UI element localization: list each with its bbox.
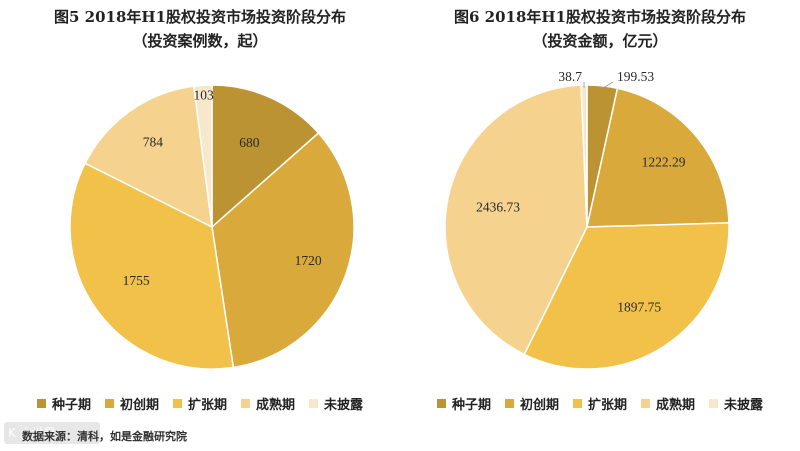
watermark-logo: K 大世界 xyxy=(4,422,100,444)
legend: 种子期 初创期 扩张期 成熟期 未披露 xyxy=(0,394,400,413)
legend-swatch-seed xyxy=(436,399,446,408)
data-label-undisclosed: 103 xyxy=(193,88,214,103)
legend-item-mature: 成熟期 xyxy=(241,394,295,413)
data-label-startup: 1720 xyxy=(295,253,322,268)
data-source-note: 数据来源：清科，如是金融研究院 xyxy=(22,430,187,443)
legend-swatch-undisclosed xyxy=(309,399,319,408)
legend-label: 初创期 xyxy=(119,398,159,413)
legend-item-undisclosed: 未披露 xyxy=(309,394,363,413)
legend-swatch-startup xyxy=(504,399,514,408)
pie-slice-undisclosed xyxy=(192,84,213,228)
pie-chart-cases: 680 1720 1755 784 103 xyxy=(69,84,355,370)
pie-slice-expansion xyxy=(69,162,235,370)
chart-title: 图5 2018年H1股权投资市场投资阶段分布 xyxy=(53,8,347,26)
legend-label: 未披露 xyxy=(324,398,364,413)
legend-item-undisclosed: 未披露 xyxy=(709,394,763,413)
data-label-seed: 199.53 xyxy=(617,69,654,84)
legend-label: 种子期 xyxy=(451,398,491,413)
legend-label: 成熟期 xyxy=(656,398,696,413)
chart-subtitle: （投资金额，亿元） xyxy=(532,32,668,50)
pie-chart-amount: 199.53 1222.29 1897.75 2436.73 38.7 xyxy=(444,69,730,370)
pie-slice-expansion xyxy=(523,222,730,370)
pie-slice-startup xyxy=(211,131,355,369)
legend-label: 未披露 xyxy=(724,398,764,413)
legend-swatch-startup xyxy=(104,399,114,408)
legend-item-mature: 成熟期 xyxy=(641,394,695,413)
legend-label: 初创期 xyxy=(519,398,559,413)
legend-label: 种子期 xyxy=(51,398,91,413)
legend-label: 扩张期 xyxy=(587,398,627,413)
legend-swatch-seed xyxy=(36,399,46,408)
legend-label: 成熟期 xyxy=(256,398,296,413)
legend-item-expansion: 扩张期 xyxy=(572,394,627,413)
data-label-startup: 1222.29 xyxy=(642,155,686,170)
legend-swatch-undisclosed xyxy=(709,399,719,408)
data-label-expansion: 1897.75 xyxy=(617,299,661,314)
legend-item-startup: 初创期 xyxy=(504,394,559,413)
legend-swatch-mature xyxy=(641,399,650,408)
legend-item-seed: 种子期 xyxy=(436,394,491,413)
pie-slice-mature xyxy=(444,84,588,356)
legend-item-startup: 初创期 xyxy=(104,394,159,413)
chart-investment-cases: 图5 2018年H1股权投资市场投资阶段分布 （投资案例数，起） 680 1720… xyxy=(0,0,400,420)
leader-line-seed xyxy=(601,81,614,89)
legend-item-expansion: 扩张期 xyxy=(172,394,227,413)
legend-swatch-expansion xyxy=(172,399,182,408)
pie-slice-seed xyxy=(211,84,320,229)
data-label-undisclosed: 38.7 xyxy=(558,69,582,84)
legend-item-seed: 种子期 xyxy=(36,394,91,413)
pie-slice-startup xyxy=(586,87,730,228)
chart-investment-amount: 图6 2018年H1股权投资市场投资阶段分布 （投资金额，亿元） 199.53 1… xyxy=(400,0,800,420)
data-label-seed: 680 xyxy=(239,135,260,150)
legend: 种子期 初创期 扩张期 成熟期 未披露 xyxy=(400,394,800,413)
chart-subtitle: （投资案例数，起） xyxy=(132,32,268,50)
data-label-mature: 784 xyxy=(143,135,164,150)
legend-label: 扩张期 xyxy=(187,398,227,413)
legend-swatch-mature xyxy=(241,399,250,408)
legend-swatch-expansion xyxy=(572,399,582,408)
data-label-expansion: 1755 xyxy=(123,273,150,288)
chart-title: 图6 2018年H1股权投资市场投资阶段分布 xyxy=(453,8,747,26)
data-label-mature: 2436.73 xyxy=(476,199,520,214)
pie-slice-mature xyxy=(84,85,213,229)
